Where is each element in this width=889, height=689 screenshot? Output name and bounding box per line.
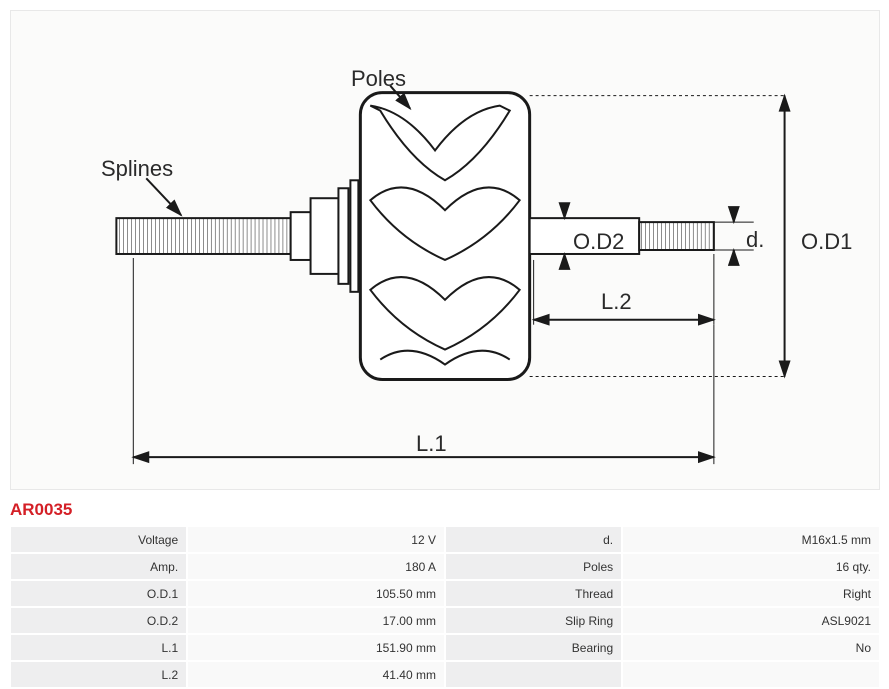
spec-value: 180 A bbox=[188, 554, 444, 579]
label-l1: L.1 bbox=[416, 431, 447, 457]
spec-value: 41.40 mm bbox=[188, 662, 444, 687]
spec-table: Voltage12 Vd.M16x1.5 mmAmp.180 APoles16 … bbox=[9, 525, 881, 689]
spec-label: L.2 bbox=[11, 662, 186, 687]
spec-value bbox=[623, 662, 879, 687]
part-number: AR0035 bbox=[10, 500, 72, 520]
spec-value: 16 qty. bbox=[623, 554, 879, 579]
spec-label: Slip Ring bbox=[446, 608, 621, 633]
spec-label: L.1 bbox=[11, 635, 186, 660]
spec-value: No bbox=[623, 635, 879, 660]
spec-label: Thread bbox=[446, 581, 621, 606]
table-row: Voltage12 Vd.M16x1.5 mm bbox=[11, 527, 879, 552]
spec-label: O.D.1 bbox=[11, 581, 186, 606]
table-row: O.D.1105.50 mmThreadRight bbox=[11, 581, 879, 606]
spec-label bbox=[446, 662, 621, 687]
spec-value: Right bbox=[623, 581, 879, 606]
spec-label: Poles bbox=[446, 554, 621, 579]
table-row: L.1151.90 mmBearingNo bbox=[11, 635, 879, 660]
spec-value: ASL9021 bbox=[623, 608, 879, 633]
label-poles: Poles bbox=[351, 66, 406, 92]
technical-diagram: Poles Splines O.D1 O.D2 d. L.1 L.2 bbox=[10, 10, 880, 490]
spec-value: 105.50 mm bbox=[188, 581, 444, 606]
spec-value: 151.90 mm bbox=[188, 635, 444, 660]
label-d: d. bbox=[746, 227, 764, 253]
spec-label: Voltage bbox=[11, 527, 186, 552]
label-od2: O.D2 bbox=[573, 229, 624, 255]
label-splines: Splines bbox=[101, 156, 173, 182]
spec-label: d. bbox=[446, 527, 621, 552]
table-row: L.241.40 mm bbox=[11, 662, 879, 687]
spec-label: Amp. bbox=[11, 554, 186, 579]
spec-label: O.D.2 bbox=[11, 608, 186, 633]
label-l2: L.2 bbox=[601, 289, 632, 315]
table-row: O.D.217.00 mmSlip RingASL9021 bbox=[11, 608, 879, 633]
table-row: Amp.180 APoles16 qty. bbox=[11, 554, 879, 579]
spec-value: 17.00 mm bbox=[188, 608, 444, 633]
spec-value: M16x1.5 mm bbox=[623, 527, 879, 552]
spec-value: 12 V bbox=[188, 527, 444, 552]
spec-label: Bearing bbox=[446, 635, 621, 660]
label-od1: O.D1 bbox=[801, 229, 852, 255]
